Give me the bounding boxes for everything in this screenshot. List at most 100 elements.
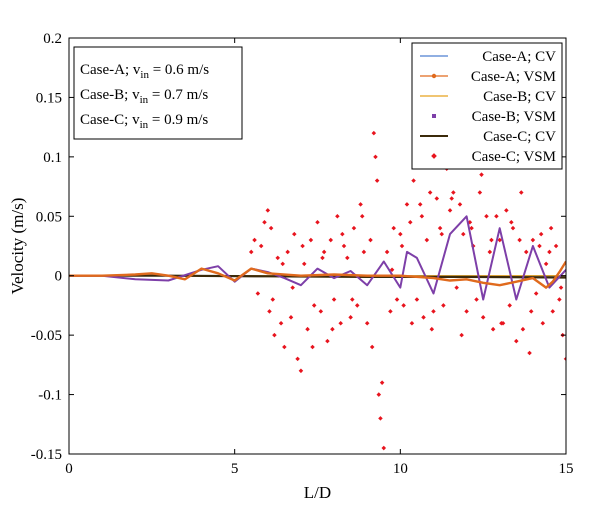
- legend-entry-2: Case-B; CV: [420, 89, 556, 105]
- case-c-vsm-point: [519, 190, 524, 195]
- case-c-vsm-point: [345, 255, 350, 261]
- y-tick-label-4: 0.05: [36, 209, 62, 225]
- case-c-vsm-point: [368, 237, 373, 243]
- case-c-vsm-point: [298, 368, 304, 374]
- case-c-vsm-point: [429, 326, 435, 332]
- x-tick-label-3: 15: [559, 461, 574, 477]
- y-tick-label-2: -0.05: [31, 328, 62, 344]
- case-c-vsm-point: [361, 249, 367, 255]
- legend-label: Case-B; VSM: [472, 109, 556, 125]
- annotation-box: Case-A; vin = 0.6 m/s Case-B; vin = 0.7 m…: [73, 46, 243, 140]
- series-line-case-b-vsm: [69, 215, 566, 301]
- case-c-vsm-point: [350, 297, 355, 302]
- case-c-vsm-point: [255, 291, 261, 296]
- case-c-vsm-point: [510, 225, 516, 231]
- legend-entry-4: Case-C; CV: [420, 129, 556, 145]
- case-c-vsm-point: [499, 320, 504, 326]
- case-c-vsm-point: [258, 243, 264, 249]
- case-c-vsm-point: [550, 309, 556, 314]
- case-c-vsm-point: [378, 416, 383, 421]
- case-c-vsm-point: [270, 297, 276, 302]
- case-c-vsm-point: [507, 303, 512, 308]
- case-c-vsm-point: [381, 445, 387, 451]
- case-c-vsm-point: [558, 285, 564, 290]
- legend-frame: [411, 42, 563, 170]
- case-c-vsm-point: [457, 202, 463, 207]
- case-c-vsm-point: [335, 214, 340, 219]
- legend-swatch-marker: [431, 73, 437, 79]
- case-c-vsm-point: [408, 219, 413, 225]
- case-c-vsm-point: [490, 326, 496, 332]
- case-c-vsm-point: [384, 249, 390, 255]
- case-c-vsm-point: [479, 172, 484, 177]
- series-line-case-a-vsm: [69, 260, 566, 289]
- case-c-vsm-point: [494, 214, 499, 219]
- legend-label: Case-C; CV: [483, 129, 556, 145]
- annotation-line-1: Case-B; vin = 0.7 m/s: [80, 87, 208, 106]
- case-c-vsm-point: [268, 225, 274, 231]
- case-c-vsm-point: [517, 237, 522, 243]
- axis-ticks: 0 5 10 15 -0.15 -0.1 -0.05 0 0.05 0.1 0.15 0.2: [31, 31, 574, 477]
- case-c-vsm-point: [451, 190, 456, 195]
- case-c-vsm-point: [411, 178, 416, 183]
- case-c-vsm-point: [292, 231, 297, 237]
- case-c-vsm-point: [280, 261, 285, 267]
- case-c-vsm-point: [533, 291, 539, 296]
- case-c-vsm-point: [278, 320, 284, 326]
- case-c-vsm-point: [330, 326, 335, 332]
- case-c-vsm-point: [338, 320, 343, 326]
- case-c-vsm-point: [315, 219, 320, 225]
- case-c-vsm-point: [431, 309, 436, 314]
- case-c-vsm-point: [272, 332, 277, 338]
- case-c-vsm-point: [553, 243, 559, 249]
- legend-label: Case-C; VSM: [472, 149, 556, 165]
- case-c-vsm-point: [331, 297, 337, 302]
- case-c-vsm-point: [514, 338, 519, 344]
- case-c-vsm-point: [275, 255, 281, 261]
- case-c-vsm-point: [489, 237, 494, 243]
- case-c-vsm-point: [459, 332, 464, 338]
- case-c-vsm-point: [394, 297, 400, 302]
- case-c-vsm-point: [391, 225, 396, 231]
- case-c-vsm-point: [414, 297, 420, 302]
- y-tick-label-3: 0: [55, 269, 63, 285]
- case-c-vsm-point: [252, 237, 257, 243]
- case-c-vsm-point: [310, 344, 315, 350]
- case-c-vsm-point: [354, 303, 360, 308]
- case-c-vsm-point: [439, 231, 445, 237]
- annotation-frame: [73, 46, 243, 140]
- series-case-c-vsm: [248, 130, 566, 451]
- case-c-vsm-point: [449, 196, 454, 201]
- case-c-vsm-point: [477, 190, 483, 195]
- case-c-vsm-point: [262, 219, 267, 225]
- y-tick-label-1: -0.1: [38, 388, 62, 404]
- case-c-vsm-point: [290, 285, 295, 290]
- case-c-vsm-point: [523, 249, 529, 255]
- case-c-vsm-point: [464, 309, 469, 314]
- case-c-vsm-point: [305, 326, 310, 332]
- case-c-vsm-point: [404, 202, 410, 207]
- case-c-vsm-point: [537, 243, 542, 249]
- case-c-vsm-point: [248, 249, 254, 255]
- case-c-vsm-point: [295, 356, 300, 362]
- case-c-vsm-point: [364, 320, 370, 326]
- legend-label: Case-B; CV: [483, 89, 556, 105]
- legend: Case-A; CV Case-A; VSM Case-B; CV Case-B; V…: [411, 42, 563, 170]
- case-c-vsm-point: [563, 356, 566, 362]
- case-c-vsm-point: [340, 231, 345, 237]
- case-c-vsm-point: [308, 237, 314, 243]
- plot-frame: [68, 37, 567, 455]
- case-c-vsm-point: [424, 237, 430, 243]
- case-c-vsm-point: [480, 315, 486, 320]
- y-tick-label-0: -0.15: [31, 447, 62, 463]
- legend-label: Case-A; CV: [482, 49, 556, 65]
- case-c-vsm-point: [484, 214, 489, 219]
- y-tick-label-7: 0.2: [43, 31, 62, 47]
- case-c-vsm-point: [538, 231, 544, 237]
- case-c-vsm-point: [285, 249, 290, 255]
- legend-entry-0: Case-A; CV: [420, 49, 556, 65]
- case-c-vsm-point: [401, 303, 406, 308]
- legend-entry-1: Case-A; VSM: [420, 69, 556, 85]
- annotation-line-2: Case-C; vin = 0.9 m/s: [80, 112, 208, 131]
- case-c-vsm-point: [421, 315, 426, 320]
